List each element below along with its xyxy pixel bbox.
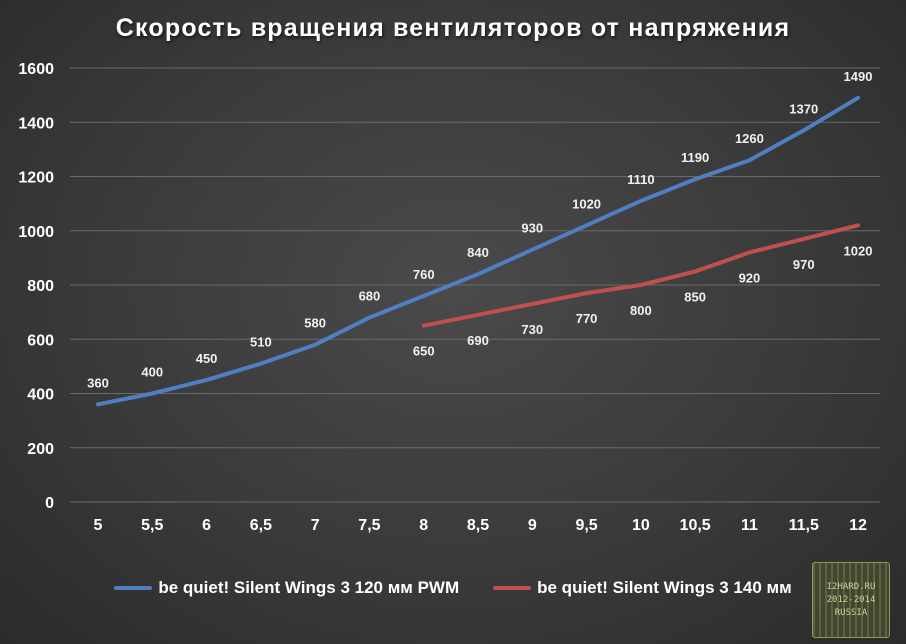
x-tick-label: 7 bbox=[311, 517, 320, 534]
watermark-line: 2012-2014 bbox=[826, 594, 876, 605]
y-tick-label: 200 bbox=[27, 441, 54, 458]
legend-item-140mm[interactable]: be quiet! Silent Wings 3 140 мм bbox=[493, 578, 792, 598]
watermark-line: I2HARD.RU bbox=[826, 581, 876, 592]
data-label: 1020 bbox=[572, 196, 601, 211]
data-label: 920 bbox=[739, 270, 761, 285]
series-line-0 bbox=[96, 95, 860, 407]
grid bbox=[70, 67, 880, 503]
watermark-logo: I2HARD.RU 2012-2014 RUSSIA bbox=[812, 562, 890, 638]
data-label: 930 bbox=[521, 221, 543, 236]
legend-swatch-140mm bbox=[493, 586, 532, 590]
x-axis-ticks: 5 5,5 6 6,5 7 7,5 8 8,5 9 9,5 10 10,5 11 11,5 12 bbox=[94, 517, 867, 534]
data-label: 510 bbox=[250, 335, 272, 350]
data-label: 1370 bbox=[789, 101, 818, 116]
x-tick-label: 6 bbox=[202, 517, 211, 534]
y-tick-label: 600 bbox=[27, 332, 54, 349]
y-tick-label: 0 bbox=[45, 495, 54, 512]
data-label: 1260 bbox=[735, 131, 764, 146]
data-label: 450 bbox=[196, 351, 218, 366]
x-tick-label: 7,5 bbox=[358, 517, 380, 534]
x-tick-label: 9,5 bbox=[575, 517, 597, 534]
x-tick-label: 12 bbox=[849, 517, 867, 534]
data-label: 1110 bbox=[627, 172, 655, 187]
data-label: 850 bbox=[684, 289, 706, 304]
series-lines bbox=[96, 95, 860, 407]
legend: be quiet! Silent Wings 3 120 мм PWM be q… bbox=[0, 578, 906, 598]
x-tick-label: 5,5 bbox=[141, 517, 163, 534]
legend-label-120mm: be quiet! Silent Wings 3 120 мм PWM bbox=[158, 578, 460, 597]
x-tick-label: 9 bbox=[528, 517, 537, 534]
data-label: 970 bbox=[793, 257, 815, 272]
legend-label-140mm: be quiet! Silent Wings 3 140 мм bbox=[537, 578, 792, 597]
data-label: 680 bbox=[359, 289, 381, 304]
data-label: 580 bbox=[304, 316, 326, 331]
data-label: 650 bbox=[413, 344, 435, 359]
data-label: 400 bbox=[141, 365, 163, 380]
data-label: 690 bbox=[467, 333, 489, 348]
y-tick-label: 1600 bbox=[18, 61, 54, 78]
y-tick-label: 1400 bbox=[18, 115, 54, 132]
x-tick-label: 8,5 bbox=[467, 517, 489, 534]
data-label: 800 bbox=[630, 303, 652, 318]
x-tick-label: 10,5 bbox=[680, 517, 711, 534]
y-tick-label: 1000 bbox=[18, 224, 54, 241]
data-label: 760 bbox=[413, 267, 435, 282]
watermark-line: RUSSIA bbox=[834, 607, 868, 618]
data-label: 730 bbox=[521, 322, 543, 337]
series-line-1 bbox=[421, 223, 860, 328]
legend-item-120mm[interactable]: be quiet! Silent Wings 3 120 мм PWM bbox=[114, 578, 459, 598]
data-label: 360 bbox=[87, 375, 109, 390]
data-label: 1190 bbox=[681, 150, 709, 165]
data-label: 770 bbox=[576, 311, 598, 326]
data-label: 1490 bbox=[844, 69, 873, 84]
chart-title: Скорость вращения вентиляторов от напряж… bbox=[115, 14, 791, 42]
legend-swatch-120mm bbox=[114, 586, 153, 590]
x-tick-label: 5 bbox=[94, 517, 103, 534]
data-labels: 360 400 450 510 580 680 760 840 930 1020 1110 1190 1… bbox=[87, 69, 872, 391]
x-tick-label: 11,5 bbox=[789, 517, 819, 534]
y-tick-label: 1200 bbox=[18, 170, 54, 187]
y-tick-label: 400 bbox=[27, 387, 54, 404]
y-tick-label: 800 bbox=[27, 278, 54, 295]
y-axis-ticks: 0 200 400 600 800 1000 1200 1400 1600 bbox=[18, 61, 54, 512]
x-tick-label: 11 bbox=[741, 517, 758, 534]
data-label: 1020 bbox=[844, 243, 873, 258]
x-tick-label: 8 bbox=[419, 517, 428, 534]
data-label: 840 bbox=[467, 245, 489, 260]
x-tick-label: 6,5 bbox=[250, 517, 272, 534]
x-tick-label: 10 bbox=[632, 517, 650, 534]
